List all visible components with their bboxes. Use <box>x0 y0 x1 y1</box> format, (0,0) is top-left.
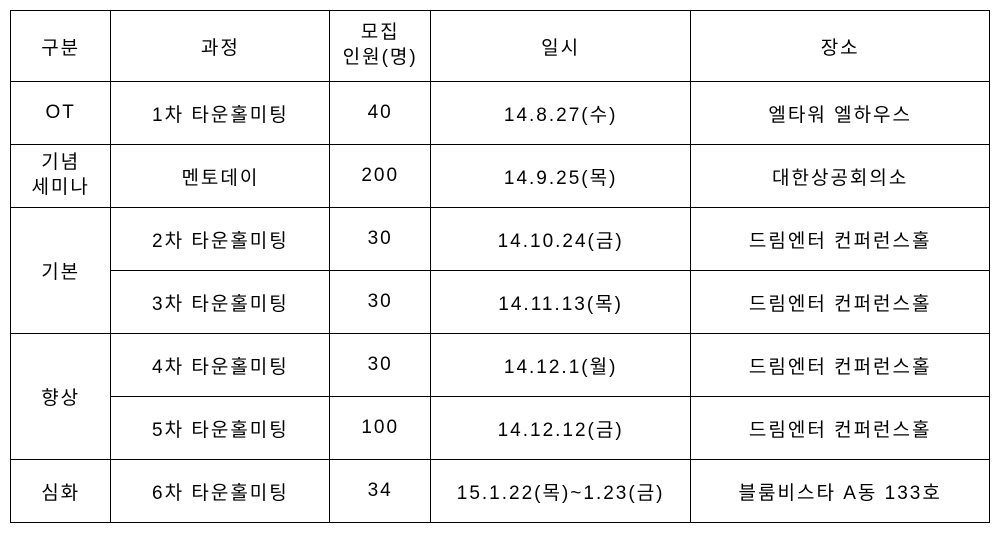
header-datetime: 일시 <box>430 11 691 82</box>
table-row: 향상 4차 타운홀미팅 30 14.12.1(월) 드림엔터 컨퍼런스홀 <box>11 334 990 397</box>
table-row: 3차 타운홀미팅 30 14.11.13(목) 드림엔터 컨퍼런스홀 <box>11 271 990 334</box>
cell-datetime: 14.11.13(목) <box>430 271 691 334</box>
category-seminar-line1: 기념 <box>41 152 80 173</box>
cell-capacity: 30 <box>330 271 430 334</box>
cell-course: 1차 타운홀미팅 <box>111 82 330 145</box>
cell-course: 6차 타운홀미팅 <box>111 460 330 523</box>
cell-capacity: 30 <box>330 334 430 397</box>
cell-location: 엘타워 엘하우스 <box>691 82 990 145</box>
category-seminar: 기념 세미나 <box>11 145 111 208</box>
schedule-table: 구분 과정 모집 인원(명) 일시 장소 OT 1차 타운홀미팅 40 14.8… <box>10 10 990 523</box>
cell-location: 드림엔터 컨퍼런스홀 <box>691 397 990 460</box>
header-course: 과정 <box>111 11 330 82</box>
cell-datetime: 14.12.12(금) <box>430 397 691 460</box>
header-row: 구분 과정 모집 인원(명) 일시 장소 <box>11 11 990 82</box>
category-improve: 향상 <box>11 334 111 460</box>
cell-datetime: 14.10.24(금) <box>430 208 691 271</box>
cell-location: 드림엔터 컨퍼런스홀 <box>691 208 990 271</box>
cell-course: 멘토데이 <box>111 145 330 208</box>
cell-datetime: 15.1.22(목)~1.23(금) <box>430 460 691 523</box>
cell-datetime: 14.8.27(수) <box>430 82 691 145</box>
header-capacity: 모집 인원(명) <box>330 11 430 82</box>
table-row: OT 1차 타운홀미팅 40 14.8.27(수) 엘타워 엘하우스 <box>11 82 990 145</box>
category-advanced: 심화 <box>11 460 111 523</box>
cell-location: 블룸비스타 A동 133호 <box>691 460 990 523</box>
cell-datetime: 14.9.25(목) <box>430 145 691 208</box>
table-row: 기념 세미나 멘토데이 200 14.9.25(목) 대한상공회의소 <box>11 145 990 208</box>
cell-course: 2차 타운홀미팅 <box>111 208 330 271</box>
cell-capacity: 30 <box>330 208 430 271</box>
cell-location: 대한상공회의소 <box>691 145 990 208</box>
cell-datetime: 14.12.1(월) <box>430 334 691 397</box>
cell-capacity: 34 <box>330 460 430 523</box>
cell-location: 드림엔터 컨퍼런스홀 <box>691 271 990 334</box>
table-row: 심화 6차 타운홀미팅 34 15.1.22(목)~1.23(금) 블룸비스타 … <box>11 460 990 523</box>
cell-capacity: 100 <box>330 397 430 460</box>
cell-course: 4차 타운홀미팅 <box>111 334 330 397</box>
cell-location: 드림엔터 컨퍼런스홀 <box>691 334 990 397</box>
cell-capacity: 40 <box>330 82 430 145</box>
header-capacity-line1: 모집 <box>361 22 400 43</box>
category-basic: 기본 <box>11 208 111 334</box>
category-seminar-line2: 세미나 <box>31 177 89 198</box>
header-location: 장소 <box>691 11 990 82</box>
table-row: 5차 타운홀미팅 100 14.12.12(금) 드림엔터 컨퍼런스홀 <box>11 397 990 460</box>
cell-course: 3차 타운홀미팅 <box>111 271 330 334</box>
table-row: 기본 2차 타운홀미팅 30 14.10.24(금) 드림엔터 컨퍼런스홀 <box>11 208 990 271</box>
header-capacity-line2: 인원(명) <box>343 47 418 68</box>
header-category: 구분 <box>11 11 111 82</box>
cell-course: 5차 타운홀미팅 <box>111 397 330 460</box>
category-ot: OT <box>11 82 111 145</box>
cell-capacity: 200 <box>330 145 430 208</box>
